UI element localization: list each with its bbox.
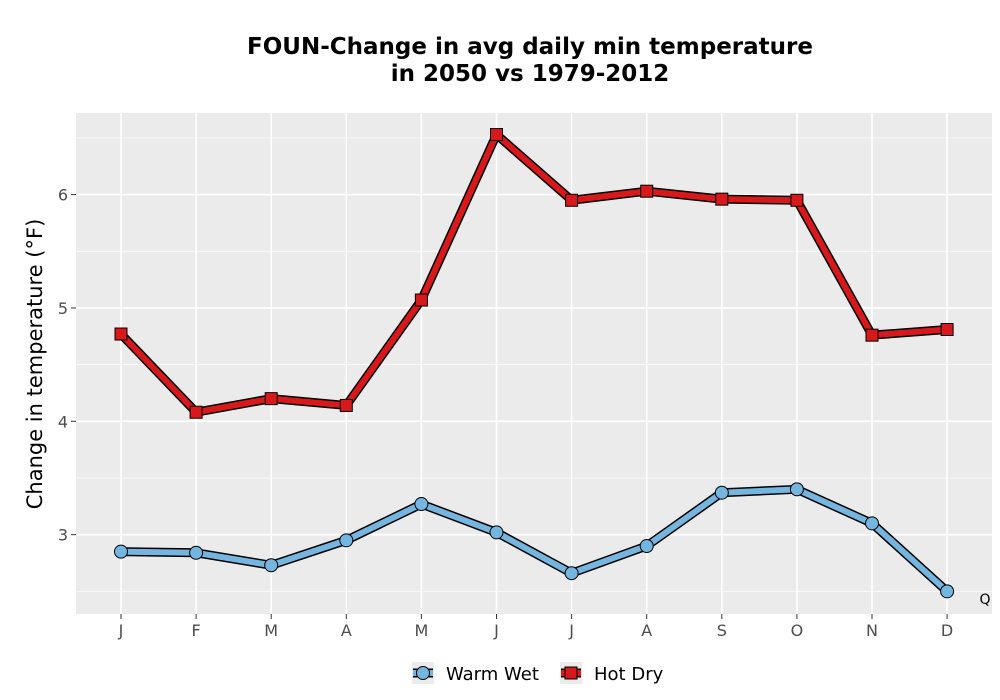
legend-marker [416, 666, 430, 680]
data-point-warm-wet [940, 584, 955, 599]
x-tick-label: F [191, 621, 200, 640]
x-tick-label: M [414, 621, 428, 640]
data-point-hot-dry [940, 322, 954, 336]
data-point-warm-wet [114, 544, 128, 559]
data-point-warm-wet [639, 538, 654, 553]
x-tick-label: D [941, 621, 953, 640]
x-tick-label: A [641, 621, 652, 640]
data-point-hot-dry [490, 128, 503, 142]
x-tick-label: O [791, 621, 804, 640]
grid-major [76, 113, 992, 614]
x-tick-label: S [717, 621, 727, 640]
legend-key-warm-wet [412, 662, 434, 684]
data-point-warm-wet [339, 533, 354, 548]
data-point-hot-dry [865, 328, 879, 342]
series-line-hot-dry [118, 131, 951, 416]
legend-label-warm-wet: Warm Wet [446, 664, 539, 685]
y-tick-label: 5 [58, 299, 68, 318]
data-point-hot-dry [640, 184, 654, 198]
grid-minor [76, 137, 992, 592]
data-point-hot-dry [414, 293, 428, 307]
chart-title-line1: FOUN-Change in avg daily min temperature [247, 34, 813, 60]
axis-layer: 3 4 5 6 J F M A M J J A S O N D [58, 186, 953, 640]
legend: Warm Wet Hot Dry [412, 662, 664, 685]
legend-label-hot-dry: Hot Dry [594, 664, 664, 685]
data-point-hot-dry [715, 192, 729, 206]
data-point-warm-wet [714, 485, 729, 500]
y-axis-title: Change in temperature (°F) [23, 219, 47, 510]
x-tick-label: J [568, 621, 574, 640]
data-point-warm-wet [789, 482, 804, 497]
legend-key-hot-dry [560, 662, 582, 684]
x-tick-label: J [493, 621, 499, 640]
chart-title-line2: in 2050 vs 1979-2012 [391, 61, 670, 87]
data-point-warm-wet [414, 497, 429, 512]
x-tick-label: N [866, 621, 878, 640]
x-tick-label: J [118, 621, 124, 640]
data-point-warm-wet [564, 566, 579, 581]
data-point-warm-wet [489, 525, 504, 540]
data-point-hot-dry [264, 392, 278, 406]
legend-marker [564, 666, 578, 680]
y-tick-label: 4 [58, 412, 68, 431]
data-point-hot-dry [790, 193, 804, 207]
data-point-hot-dry [565, 193, 579, 207]
data-point-hot-dry [189, 405, 203, 419]
data-point-warm-wet [865, 516, 879, 531]
data-point-warm-wet [264, 558, 279, 573]
series-line-warm-wet [118, 486, 951, 595]
x-tick-label: M [264, 621, 278, 640]
y-tick-label: 3 [58, 526, 68, 545]
x-tick-label: A [341, 621, 352, 640]
annotation-label: Q [979, 592, 990, 608]
data-point-hot-dry [114, 327, 128, 341]
plot-panel [76, 113, 992, 614]
y-tick-label: 6 [58, 186, 68, 205]
data-point-hot-dry [339, 398, 353, 412]
data-point-warm-wet [189, 545, 204, 560]
series-layer [114, 128, 955, 599]
